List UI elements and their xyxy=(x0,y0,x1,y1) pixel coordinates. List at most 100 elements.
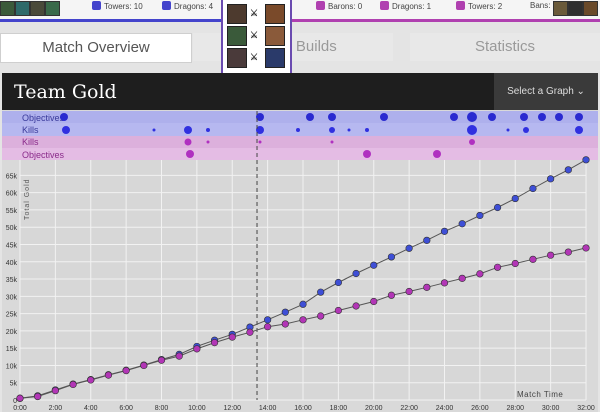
purple-gold-point[interactable] xyxy=(16,394,24,402)
y-tick-label: 40k xyxy=(6,260,18,267)
purple-gold-point[interactable] xyxy=(193,345,201,353)
purple-gold-point[interactable] xyxy=(476,270,484,278)
purple-gold-point[interactable] xyxy=(423,283,431,291)
kill-event-row: ⚔ xyxy=(227,48,285,68)
purple-gold-point[interactable] xyxy=(246,328,254,336)
purple-gold-point[interactable] xyxy=(87,376,95,384)
purple-gold-point[interactable] xyxy=(210,339,219,347)
kill-marker xyxy=(206,128,210,132)
x-tick-label: 24:00 xyxy=(436,405,454,412)
blue-gold-point[interactable] xyxy=(387,253,396,261)
x-tick-label: 0:00 xyxy=(13,405,27,412)
purple-gold-point[interactable] xyxy=(458,274,466,282)
kill-marker xyxy=(506,128,510,132)
kill-event-row: ⚔ xyxy=(227,26,285,46)
purple-objectives-label: Objectives xyxy=(22,150,65,160)
blue-gold-point[interactable] xyxy=(352,269,360,278)
purple-gold-point[interactable] xyxy=(405,287,413,296)
purple-gold-point[interactable] xyxy=(511,259,519,268)
match-tabs: Match Overview Player Builds Statistics xyxy=(0,33,600,63)
tower-icon xyxy=(306,113,314,121)
tab-statistics[interactable]: Statistics xyxy=(410,33,600,61)
blue-gold-point[interactable] xyxy=(529,184,537,193)
purple-gold-point[interactable] xyxy=(157,356,166,364)
blue-gold-point[interactable] xyxy=(547,175,555,183)
killer-champion-portrait xyxy=(227,26,247,46)
blue-kills-band xyxy=(2,123,598,136)
blue-gold-point[interactable] xyxy=(299,300,307,308)
kill-marker xyxy=(347,128,351,132)
purple-gold-point[interactable] xyxy=(493,263,502,271)
x-tick-label: 14:00 xyxy=(259,405,277,412)
blue-gold-point[interactable] xyxy=(564,166,572,174)
red-ban-champion-portrait xyxy=(553,1,568,16)
red-towers-stat: Towers: 2 xyxy=(456,1,502,12)
blue-gold-point[interactable] xyxy=(458,220,466,228)
red-barons-stat: Barons: 0 xyxy=(316,1,362,12)
purple-gold-point[interactable] xyxy=(51,387,59,395)
y-tick-label: 5k xyxy=(10,381,18,388)
purple-gold-point[interactable] xyxy=(564,248,572,256)
gold-series xyxy=(16,156,590,402)
tower-icon xyxy=(433,150,441,158)
purple-gold-point[interactable] xyxy=(264,323,272,331)
purple-gold-point[interactable] xyxy=(175,352,183,360)
blue-gold-point[interactable] xyxy=(264,316,272,324)
x-tick-label: 30:00 xyxy=(542,405,560,412)
blue-gold-point[interactable] xyxy=(281,308,289,316)
blue-gold-point[interactable] xyxy=(317,288,325,296)
select-graph-dropdown[interactable]: Select a Graph ⌄ xyxy=(494,73,598,110)
blue-gold-point[interactable] xyxy=(334,278,342,287)
purple-gold-point[interactable] xyxy=(299,316,307,324)
purple-gold-point[interactable] xyxy=(317,312,325,320)
purple-gold-point[interactable] xyxy=(352,302,360,310)
purple-gold-point[interactable] xyxy=(69,380,77,389)
blue-gold-point[interactable] xyxy=(511,194,519,203)
blue-gold-point[interactable] xyxy=(440,227,449,235)
blue-gold-point[interactable] xyxy=(423,236,431,244)
kill-event-row: ⚔ xyxy=(227,4,285,24)
kill-marker xyxy=(184,126,192,134)
blue-gold-point[interactable] xyxy=(476,211,484,220)
purple-gold-point[interactable] xyxy=(582,244,590,252)
tower-icon xyxy=(538,113,546,121)
panel-header: Team Gold Select a Graph ⌄ xyxy=(2,73,598,110)
blue-gold-point[interactable] xyxy=(370,261,378,269)
purple-gold-point[interactable] xyxy=(104,371,113,379)
red-dragons-stat: Dragons: 1 xyxy=(380,1,431,12)
baron-icon xyxy=(316,1,325,10)
victim-champion-portrait xyxy=(265,48,285,68)
team-gold-panel: Team Gold Select a Graph ⌄ Objectives Ki… xyxy=(2,73,598,412)
blue-team-underline xyxy=(0,19,222,22)
purple-gold-point[interactable] xyxy=(387,291,396,299)
purple-gold-point[interactable] xyxy=(140,361,148,370)
purple-gold-point[interactable] xyxy=(440,279,449,287)
y-tick-label: 25k xyxy=(6,312,18,319)
blue-dragons-stat: Dragons: 4 xyxy=(162,1,213,12)
purple-gold-point[interactable] xyxy=(370,297,378,306)
purple-gold-point[interactable] xyxy=(529,255,537,263)
panel-title: Team Gold xyxy=(14,81,117,103)
y-tick-label: 60k xyxy=(6,191,18,198)
blue-gold-point[interactable] xyxy=(493,203,502,212)
blue-gold-point[interactable] xyxy=(582,156,590,164)
dragon-icon xyxy=(380,1,389,10)
x-axis-label: Match Time xyxy=(517,390,563,399)
tab-match-overview[interactable]: Match Overview xyxy=(0,33,192,63)
blue-gold-point[interactable] xyxy=(405,244,413,252)
purple-gold-point[interactable] xyxy=(122,367,130,375)
x-tick-label: 2:00 xyxy=(49,405,63,412)
red-ban-champion-portrait xyxy=(583,1,598,16)
purple-gold-point[interactable] xyxy=(547,251,555,259)
kill-marker xyxy=(365,128,369,132)
team-gold-chart: Objectives Kills Kills Objectives xyxy=(2,111,598,412)
blue-ban-champion-portrait xyxy=(15,1,30,16)
killer-champion-portrait xyxy=(227,48,247,68)
purple-gold-point[interactable] xyxy=(228,333,236,341)
x-tick-label: 4:00 xyxy=(84,405,98,412)
x-tick-label: 20:00 xyxy=(365,405,383,412)
purple-gold-point[interactable] xyxy=(281,320,289,328)
purple-gold-point[interactable] xyxy=(34,392,42,401)
purple-gold-point[interactable] xyxy=(334,306,342,315)
x-axis-ticks: 0:00 2:00 4:00 6:00 8:00 10:00 12:00 14:00 16:00… xyxy=(13,405,595,412)
